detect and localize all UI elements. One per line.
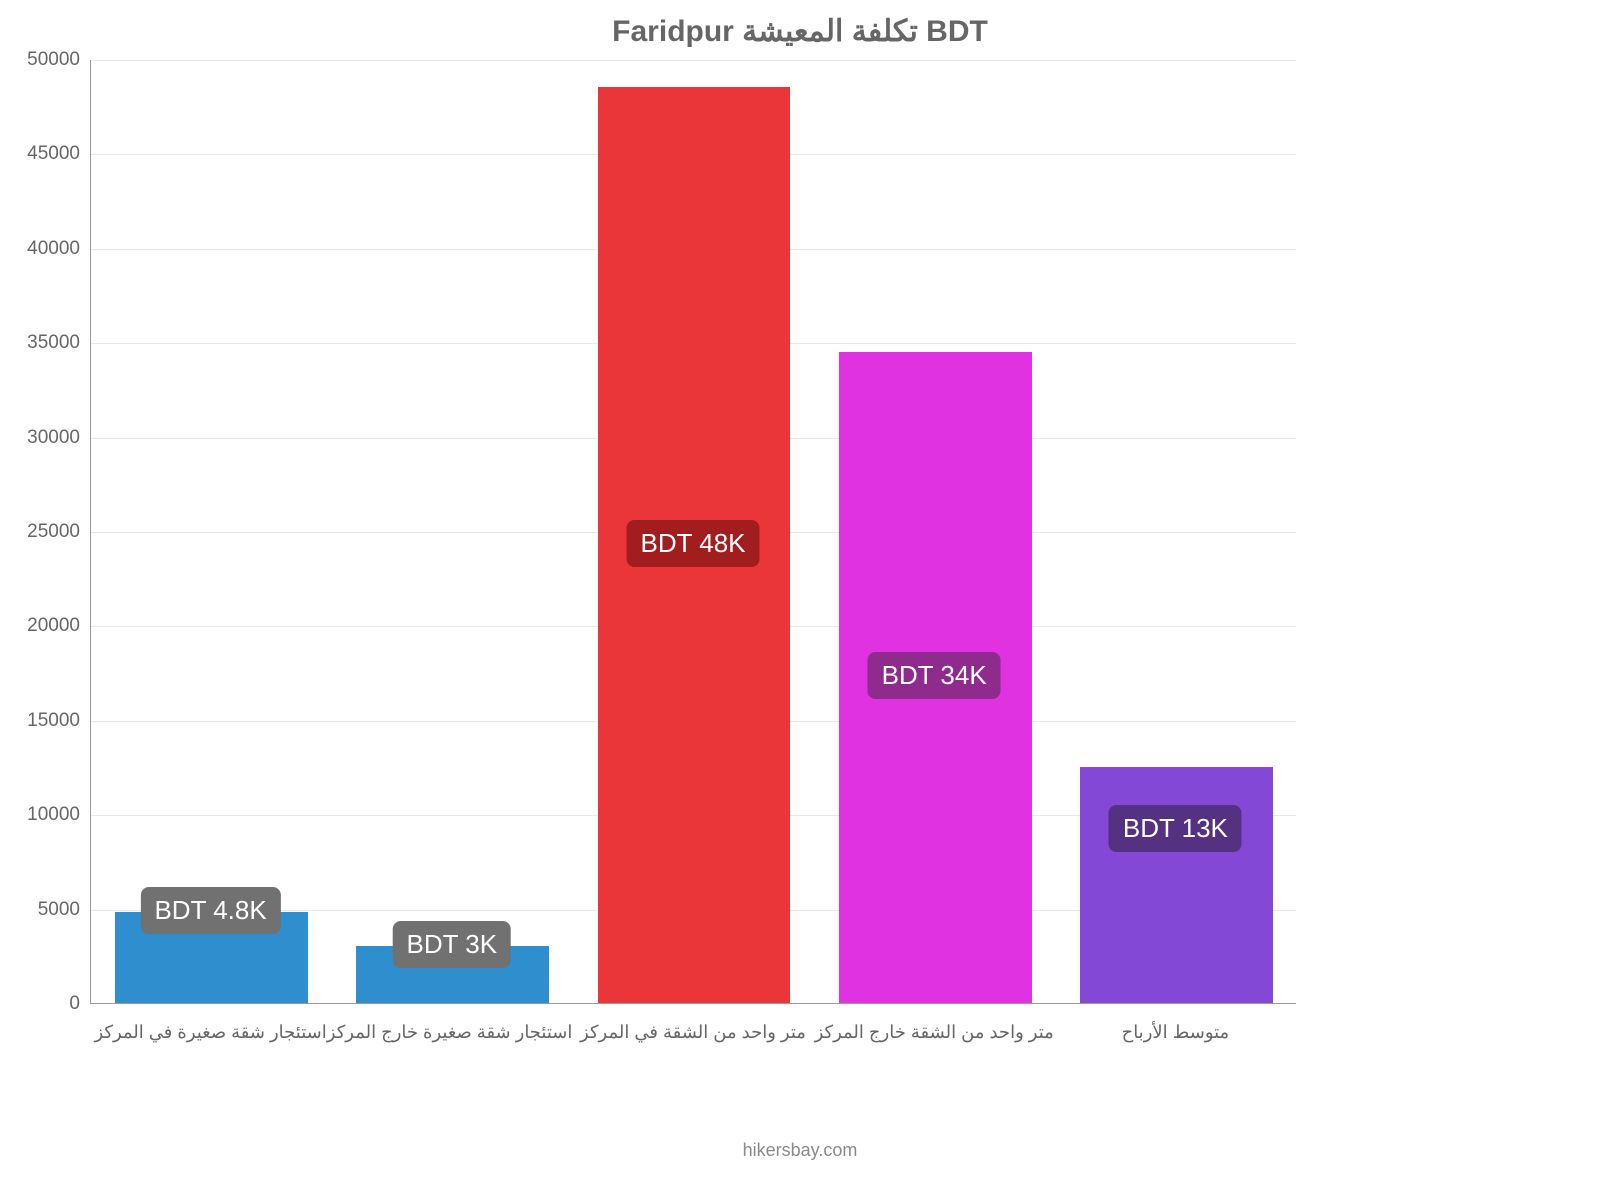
- y-tick-label: 30000: [0, 427, 80, 449]
- x-tick-label: متر واحد من الشقة في المركز: [572, 1022, 813, 1043]
- gridline: [91, 60, 1296, 61]
- value-badge: BDT 4.8K: [140, 887, 280, 934]
- chart-footer: hikersbay.com: [0, 1140, 1600, 1161]
- y-tick-label: 50000: [0, 49, 80, 71]
- y-tick-label: 0: [0, 993, 80, 1015]
- y-tick-label: 15000: [0, 710, 80, 732]
- value-badge: BDT 34K: [868, 652, 1001, 699]
- y-tick-label: 10000: [0, 804, 80, 826]
- chart-container: BDT تكلفة المعيشة Faridpur hikersbay.com…: [0, 0, 1600, 1200]
- y-tick-label: 5000: [0, 899, 80, 921]
- y-tick-label: 40000: [0, 238, 80, 260]
- y-tick-label: 20000: [0, 615, 80, 637]
- value-badge: BDT 3K: [393, 921, 512, 968]
- bar: [1080, 767, 1273, 1003]
- y-tick-label: 45000: [0, 143, 80, 165]
- value-badge: BDT 48K: [626, 520, 759, 567]
- y-tick-label: 35000: [0, 332, 80, 354]
- x-tick-label: استئجار شقة صغيرة خارج المركز: [331, 1022, 572, 1043]
- y-tick-label: 25000: [0, 521, 80, 543]
- x-tick-label: استئجار شقة صغيرة في المركز: [90, 1022, 331, 1043]
- x-tick-label: متر واحد من الشقة خارج المركز: [814, 1022, 1055, 1043]
- value-badge: BDT 13K: [1109, 805, 1242, 852]
- x-tick-label: متوسط الأرباح: [1055, 1022, 1296, 1043]
- chart-title: BDT تكلفة المعيشة Faridpur: [0, 14, 1600, 49]
